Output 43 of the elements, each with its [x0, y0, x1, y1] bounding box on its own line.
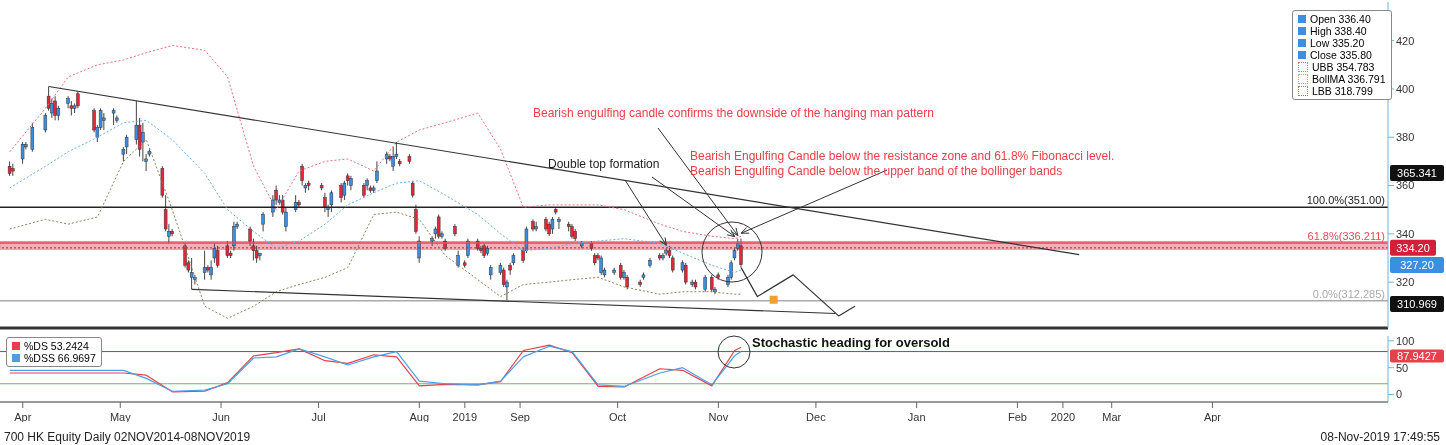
y-tick-label: 380 — [1396, 131, 1415, 144]
text: 310.969 — [1397, 298, 1437, 310]
ref-line-label: 334.20 — [1396, 241, 1430, 254]
legend-label: BollMA 336.791 — [1312, 73, 1386, 85]
annotation: High 338.40 — [1310, 25, 1367, 37]
x-tick-label: 2020 — [1050, 411, 1076, 423]
y-tick-label: 320 — [1396, 276, 1415, 289]
text: 327.20 — [1400, 259, 1434, 271]
x-tick-label: Dec — [806, 411, 827, 423]
legend-label: %DSS 66.9697 — [24, 352, 96, 364]
text: 365.341 — [1397, 167, 1437, 179]
x-tick-label: Feb — [1007, 411, 1027, 423]
x-tick-label: Jan — [907, 411, 926, 423]
ref-line-label: 100.0%(351.00) — [1306, 194, 1385, 207]
annotation: Close 335.80 — [1310, 49, 1372, 61]
annotation: Open 336.40 — [1310, 13, 1371, 25]
ref-line-label: 61.8%(336.211) — [1307, 229, 1385, 242]
annotation: Double top formation — [548, 157, 660, 171]
y-tick-label: 100 — [1396, 334, 1415, 347]
y-tick-label: 360 — [1396, 179, 1415, 192]
legend-label: LBB 318.799 — [1312, 85, 1373, 97]
ref-line-label: 0.0%(312.285) — [1312, 287, 1385, 300]
y-tick-label: 50 — [1396, 361, 1409, 374]
y-tick-label: 0 — [1396, 388, 1403, 401]
annotation: Bearish Engulfing Candle below the resistance zone and 61.8% Fibonacci level. — [690, 149, 1115, 163]
x-tick-label: 2019 — [452, 411, 478, 423]
legend-label: UBB 354.783 — [1312, 61, 1375, 73]
y-tick-label: 420 — [1396, 34, 1415, 47]
annotation: Low 335.20 — [1310, 37, 1365, 49]
x-tick-label: Nov — [708, 411, 729, 423]
text: 700 HK Equity Daily 02NOV2014-08NOV2019 — [4, 430, 251, 444]
x-tick-label: Mar — [1102, 411, 1122, 423]
y-tick-label: 340 — [1396, 227, 1415, 240]
text: 87.9427 — [1397, 350, 1437, 362]
x-tick-label: Oct — [609, 411, 627, 423]
legend-label: %DS 53.2424 — [24, 340, 89, 352]
annotation: Stochastic heading for oversold — [752, 335, 950, 350]
text: 08-Nov-2019 17:49:55 — [1320, 430, 1441, 444]
x-tick-label: Jul — [311, 411, 326, 423]
y-tick-label: 400 — [1396, 82, 1415, 95]
x-tick-label: Jun — [212, 411, 230, 423]
annotation: Bearish engulfing candle confirms the downside of the hanging man pattern — [533, 106, 934, 120]
annotation: Bearish Engulfing Candle below the upper band of the bollinger bands — [690, 164, 1063, 178]
